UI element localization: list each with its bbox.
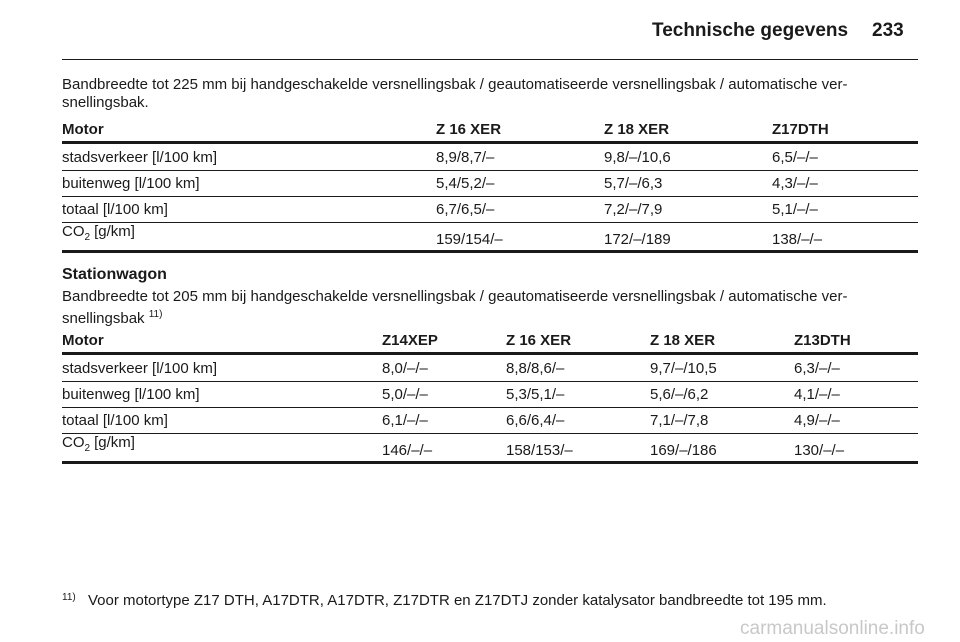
cell: 159/154/– (436, 231, 503, 248)
section-text: snellingsbak (62, 310, 145, 327)
footnote-mark: 11) (62, 592, 76, 603)
page-number: 233 (872, 20, 904, 41)
column-header: Z 16 XER (506, 332, 572, 349)
intro-line: snellingsbak. (62, 94, 149, 111)
label-main: CO (62, 223, 85, 240)
cell: 9,7/–/10,5 (650, 360, 717, 377)
cell: 7,1/–/7,8 (650, 412, 709, 429)
row-label: CO2 [g/km] (62, 223, 135, 247)
row-label: totaal [l/100 km] (62, 201, 168, 218)
table-rule (62, 222, 918, 223)
watermark: carmanualsonline.info (740, 618, 925, 639)
table-rule (62, 433, 918, 434)
column-header: Motor (62, 121, 104, 138)
section-title: Stationwagon (62, 266, 167, 283)
cell: 5,4/5,2/– (436, 175, 495, 192)
table-rule (62, 170, 918, 171)
label-sub: 2 (84, 232, 91, 243)
cell: 4,1/–/– (794, 386, 840, 403)
header-title: Technische gegevens (652, 20, 849, 41)
column-header: Z 16 XER (436, 121, 502, 138)
table-rule (62, 352, 918, 355)
cell: 5,6/–/6,2 (650, 386, 709, 403)
column-header: Z17DTH (772, 121, 829, 138)
cell: 4,9/–/– (794, 412, 840, 429)
table-rule (62, 461, 918, 464)
cell: 9,8/–/10,6 (604, 149, 671, 166)
cell: 8,9/8,7/– (436, 149, 495, 166)
label-sub: 2 (84, 443, 91, 454)
section-line: snellingsbak 11) (62, 306, 162, 328)
cell: 130/–/– (794, 442, 845, 459)
cell: 5,0/–/– (382, 386, 428, 403)
intro-line: Bandbreedte tot 225 mm bij handgeschakel… (62, 76, 848, 93)
cell: 146/–/– (382, 442, 433, 459)
cell: 138/–/– (772, 231, 823, 248)
cell: 4,3/–/– (772, 175, 818, 192)
column-header: Z13DTH (794, 332, 851, 349)
table-rule (62, 196, 918, 197)
cell: 158/153/– (506, 442, 573, 459)
footnote-text: Voor motortype Z17 DTH, A17DTR, A17DTR, … (88, 592, 827, 609)
row-label: CO2 [g/km] (62, 434, 135, 458)
column-header: Motor (62, 332, 104, 349)
column-header: Z14XEP (382, 332, 438, 349)
cell: 5,3/5,1/– (506, 386, 565, 403)
label-rest: [g/km] (94, 223, 135, 240)
cell: 169/–/186 (650, 442, 717, 459)
cell: 7,2/–/7,9 (604, 201, 663, 218)
footnote-ref: 11) (148, 309, 163, 320)
cell: 6,6/6,4/– (506, 412, 565, 429)
label-main: CO (62, 434, 85, 451)
cell: 172/–/189 (604, 231, 671, 248)
table-rule (62, 141, 918, 144)
table-rule (62, 407, 918, 408)
label-rest: [g/km] (94, 434, 135, 451)
cell: 6,7/6,5/– (436, 201, 495, 218)
row-label: buitenweg [l/100 km] (62, 386, 200, 403)
column-header: Z 18 XER (650, 332, 716, 349)
header-rule (62, 59, 918, 60)
cell: 6,3/–/– (794, 360, 840, 377)
cell: 5,7/–/6,3 (604, 175, 663, 192)
column-header: Z 18 XER (604, 121, 670, 138)
row-label: stadsverkeer [l/100 km] (62, 149, 218, 166)
row-label: stadsverkeer [l/100 km] (62, 360, 218, 377)
table-rule (62, 381, 918, 382)
cell: 6,5/–/– (772, 149, 818, 166)
cell: 5,1/–/– (772, 201, 818, 218)
cell: 6,1/–/– (382, 412, 428, 429)
cell: 8,0/–/– (382, 360, 428, 377)
table-rule (62, 250, 918, 253)
row-label: totaal [l/100 km] (62, 412, 168, 429)
cell: 8,8/8,6/– (506, 360, 565, 377)
section-line: Bandbreedte tot 205 mm bij handgeschakel… (62, 288, 848, 305)
row-label: buitenweg [l/100 km] (62, 175, 200, 192)
